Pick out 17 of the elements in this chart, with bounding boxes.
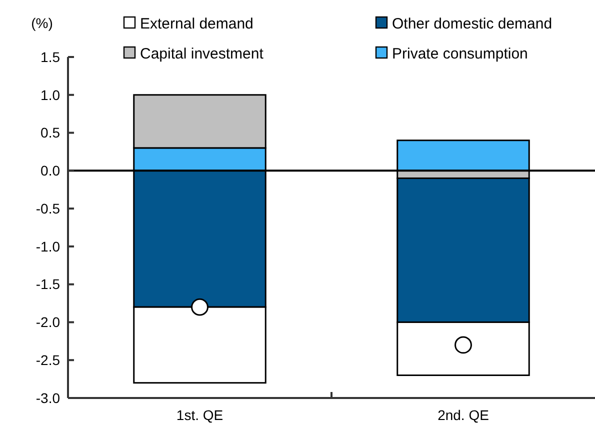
y-tick-label: -2.5 <box>36 352 60 368</box>
y-tick-label: -1.0 <box>36 238 60 254</box>
y-tick-label: -2.0 <box>36 314 60 330</box>
y-tick-label: -0.5 <box>36 200 60 216</box>
x-tick-label: 2nd. QE <box>438 407 489 423</box>
y-tick-label: 1.0 <box>40 86 60 103</box>
y-tick-label: 0.5 <box>40 124 60 141</box>
legend-label: Private consumption <box>392 45 528 62</box>
x-tick-label: 1st. QE <box>176 407 224 423</box>
y-tick-label: 0.0 <box>40 162 60 179</box>
legend-label: Capital investment <box>140 45 264 62</box>
legend-label: External demand <box>140 15 254 32</box>
legend-label: Other domestic demand <box>392 15 552 32</box>
y-tick-label: -3.0 <box>36 390 60 406</box>
y-tick-label: 1.5 <box>40 48 60 65</box>
y-axis-title: (%) <box>31 15 53 31</box>
y-tick-label: -1.5 <box>36 276 60 292</box>
